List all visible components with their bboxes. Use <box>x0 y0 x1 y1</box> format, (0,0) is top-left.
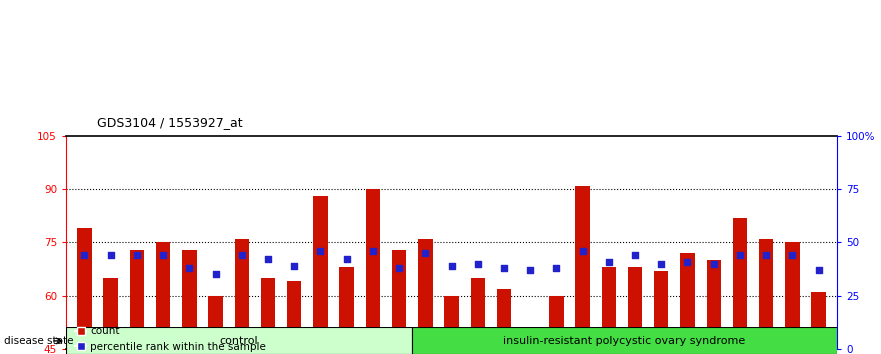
Bar <box>470 278 485 349</box>
Point <box>366 248 380 254</box>
Bar <box>314 196 328 349</box>
Point <box>759 252 774 258</box>
Point <box>130 252 144 258</box>
Bar <box>103 278 118 349</box>
Point <box>182 265 196 271</box>
Point <box>314 248 328 254</box>
Bar <box>392 250 406 349</box>
Bar <box>602 267 616 349</box>
Bar <box>78 228 92 349</box>
Point <box>444 263 458 269</box>
Bar <box>523 342 537 349</box>
Point <box>785 252 799 258</box>
Bar <box>234 239 249 349</box>
Bar <box>66 327 411 354</box>
Point <box>602 259 616 264</box>
Point <box>497 265 511 271</box>
Point <box>234 252 248 258</box>
Bar <box>418 239 433 349</box>
Bar <box>130 250 144 349</box>
Text: insulin-resistant polycystic ovary syndrome: insulin-resistant polycystic ovary syndr… <box>503 336 745 346</box>
Point <box>628 252 642 258</box>
Point <box>287 263 301 269</box>
Point <box>523 267 537 273</box>
Point <box>339 257 353 262</box>
Point <box>418 250 433 256</box>
Point <box>261 257 275 262</box>
Point <box>680 259 694 264</box>
Point <box>470 261 485 267</box>
Text: GDS3104 / 1553927_at: GDS3104 / 1553927_at <box>97 116 242 130</box>
Point <box>104 252 118 258</box>
Bar <box>811 292 825 349</box>
Bar <box>549 296 564 349</box>
Bar <box>366 189 380 349</box>
Point <box>575 248 589 254</box>
Point <box>655 261 669 267</box>
Point <box>78 252 92 258</box>
Bar <box>628 267 642 349</box>
Point <box>392 265 406 271</box>
Bar <box>287 281 301 349</box>
Bar <box>444 296 459 349</box>
Bar <box>156 242 170 349</box>
Bar <box>680 253 695 349</box>
Bar <box>261 278 275 349</box>
Bar <box>733 218 747 349</box>
Text: control: control <box>219 336 258 346</box>
Bar <box>339 267 354 349</box>
Bar <box>575 186 589 349</box>
Point <box>156 252 170 258</box>
Point <box>707 261 721 267</box>
Legend: count, percentile rank within the sample: count, percentile rank within the sample <box>71 322 270 354</box>
Bar <box>785 242 800 349</box>
Bar <box>497 289 511 349</box>
Point <box>209 272 223 277</box>
Bar <box>759 239 774 349</box>
Point <box>811 267 825 273</box>
Point <box>550 265 564 271</box>
Bar <box>654 271 669 349</box>
Bar <box>411 327 837 354</box>
Point <box>733 252 747 258</box>
Text: disease state: disease state <box>4 336 74 346</box>
Bar <box>208 296 223 349</box>
Bar <box>707 260 721 349</box>
Bar <box>182 250 196 349</box>
